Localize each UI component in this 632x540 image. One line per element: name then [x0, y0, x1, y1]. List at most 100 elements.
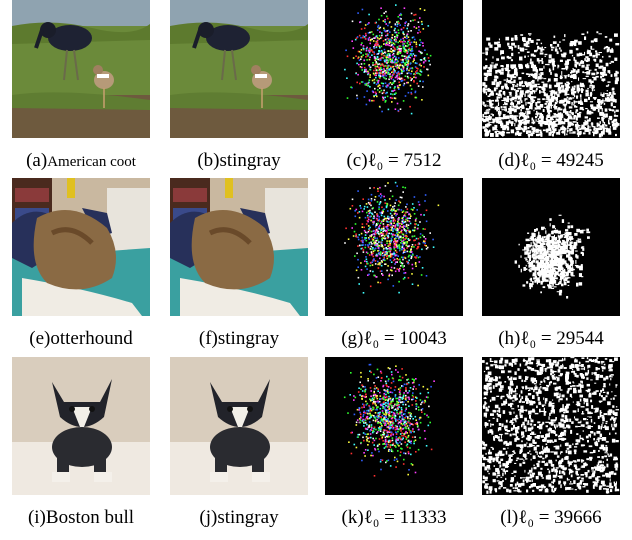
pixel [552, 250, 555, 253]
pixel [537, 101, 541, 103]
pixel [398, 419, 400, 421]
pixel [361, 81, 363, 83]
pixel [411, 42, 413, 44]
pixel [607, 90, 608, 91]
pixel [416, 406, 418, 408]
pixel [485, 48, 488, 51]
pixel [524, 56, 526, 58]
pixel [609, 63, 611, 64]
pixel [385, 78, 387, 80]
pixel [384, 73, 386, 75]
pixel [527, 63, 529, 65]
pixel [411, 46, 413, 48]
pixel [424, 9, 426, 11]
pixel [422, 235, 424, 237]
pixel [402, 259, 404, 261]
pixel [601, 79, 603, 81]
pixel [381, 423, 383, 425]
pixel [384, 406, 386, 408]
pixel [377, 64, 379, 66]
pixel [378, 80, 380, 82]
pixel [369, 187, 371, 189]
pixel [537, 46, 539, 49]
pixel [547, 98, 548, 100]
pixel [356, 270, 358, 272]
pixel [574, 85, 576, 87]
pixel [377, 406, 379, 408]
pixel [612, 88, 614, 91]
pixel [413, 14, 415, 16]
pixel [553, 41, 557, 44]
pixel [397, 46, 399, 48]
caption: (a)American coot [26, 150, 137, 171]
pixel [374, 401, 376, 403]
pixel [433, 380, 435, 382]
pixel [415, 378, 417, 380]
pixel [380, 7, 382, 9]
pixel [573, 91, 577, 93]
pixel [507, 111, 509, 113]
pixel [509, 98, 512, 100]
pixel [383, 40, 385, 42]
pixel [363, 208, 365, 210]
pixel [367, 206, 369, 208]
pixel [384, 424, 386, 426]
pixel [568, 223, 570, 224]
pixel [515, 100, 517, 101]
pixel [543, 255, 547, 257]
pixel [522, 85, 525, 87]
pixel [396, 72, 398, 74]
pixel [501, 57, 505, 60]
pixel [369, 242, 371, 244]
pixel [395, 427, 397, 429]
pixel [547, 274, 550, 277]
pixel [368, 39, 370, 41]
pixel [388, 380, 390, 382]
pixel [391, 37, 393, 39]
pixel [361, 67, 363, 69]
pixel [590, 112, 594, 114]
pixel [540, 52, 544, 54]
pixel [373, 215, 375, 217]
pixel [412, 392, 414, 394]
pixel [419, 204, 421, 206]
pixel [363, 60, 365, 62]
panel: (c)ℓ₀ = 7512 [325, 0, 463, 171]
pixel [405, 410, 407, 412]
pixel [540, 113, 542, 116]
pixel [360, 207, 362, 209]
pixel [562, 247, 563, 250]
pixel [418, 384, 420, 386]
pixel [399, 244, 401, 246]
pixel [408, 435, 410, 437]
pixel [402, 416, 404, 418]
pixel [382, 253, 384, 255]
pixel [392, 57, 394, 59]
pixel [578, 408, 579, 412]
pixel [394, 205, 396, 207]
pixel [407, 57, 409, 59]
pixel [385, 441, 387, 443]
pixel [392, 434, 394, 436]
pixel [383, 55, 385, 57]
pixel [406, 232, 408, 234]
pixel [360, 372, 362, 374]
pixel [362, 54, 364, 56]
pixel [378, 19, 380, 21]
pixel [382, 93, 384, 95]
pixel [377, 422, 379, 424]
pixel [562, 263, 564, 265]
pixel [616, 72, 617, 74]
pixel [412, 395, 414, 397]
pixel [388, 275, 390, 277]
pixel [374, 79, 376, 81]
pixel [574, 95, 575, 97]
pixel [368, 14, 370, 16]
pixel [388, 57, 390, 59]
pixel [574, 115, 577, 118]
pixel [374, 44, 376, 46]
pixel [399, 52, 401, 54]
pixel [395, 58, 397, 60]
pixel [390, 387, 392, 389]
pixel [374, 448, 376, 450]
